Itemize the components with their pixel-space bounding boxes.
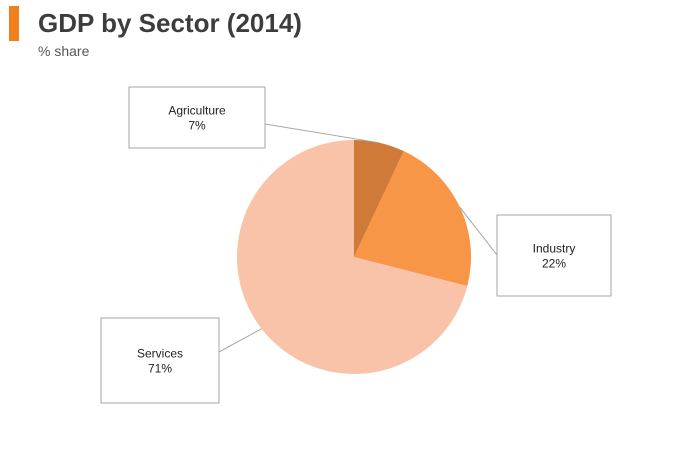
slice-label-services: Services [137,347,183,361]
callout-box-agriculture [128,86,266,149]
leader-line-services [218,328,262,353]
slice-label-industry: Industry [533,242,576,256]
title-accent-bar [9,6,19,41]
slice-value-services: 71% [148,362,172,376]
chart-subtitle: % share [38,43,90,59]
pie-slice-industry [354,151,471,287]
chart-title: GDP by Sector (2014) [38,8,302,38]
pie-slices [237,140,471,374]
slice-label-agriculture: Agriculture [168,104,226,118]
slice-value-agriculture: 7% [188,119,206,133]
slice-value-industry: 22% [542,257,566,271]
callout-box-industry [496,214,612,297]
pie-slice-services [237,140,468,374]
callout-box-services [100,317,220,404]
leader-line-agriculture [264,123,380,144]
pie-slice-agriculture [354,140,404,257]
leader-line-industry [459,206,498,256]
